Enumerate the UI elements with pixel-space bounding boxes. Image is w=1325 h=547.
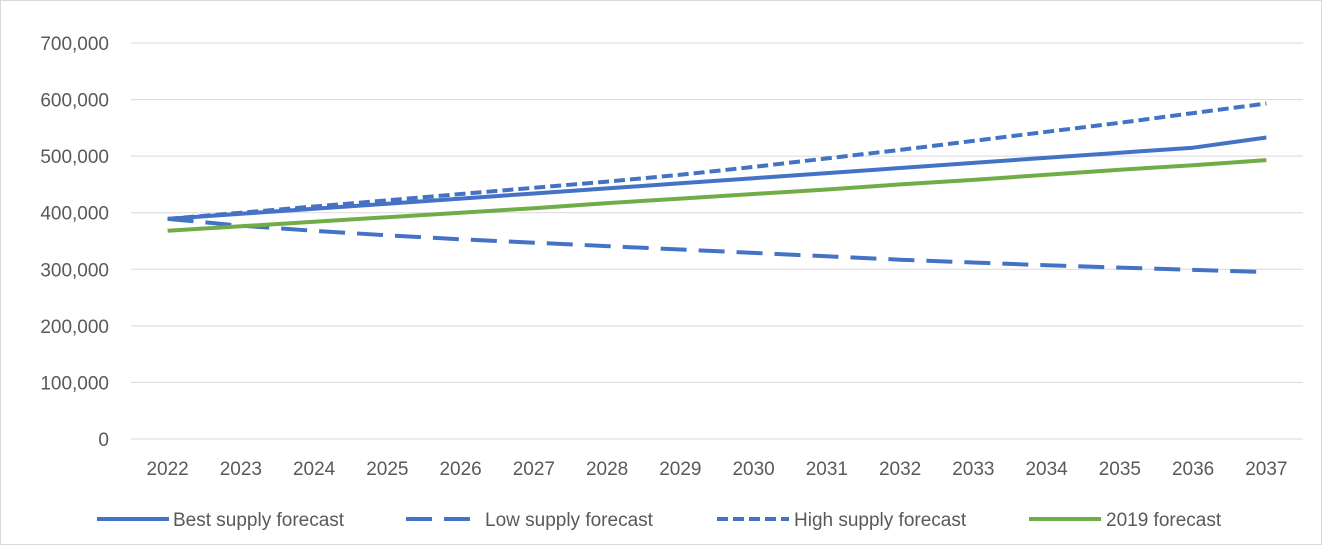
x-tick-label: 2025	[366, 459, 408, 480]
x-tick-label: 2031	[806, 459, 848, 480]
series-line-low-supply-forecast	[167, 216, 1267, 275]
gridlines	[131, 42, 1303, 440]
y-tick-label: 700,000	[40, 34, 109, 55]
x-tick-label: 2034	[1025, 459, 1068, 480]
y-tick-label: 300,000	[40, 260, 109, 281]
y-tick-label: 100,000	[40, 373, 109, 394]
y-tick-label: 400,000	[40, 204, 109, 225]
x-tick-label: 2030	[732, 459, 774, 480]
legend-label: High supply forecast	[794, 510, 967, 531]
x-tick-label: 2029	[659, 459, 701, 480]
x-tick-label: 2035	[1099, 459, 1141, 480]
legend-label: Low supply forecast	[485, 510, 654, 531]
legend-item: High supply forecast	[717, 510, 967, 531]
series-line-high-supply-forecast	[167, 101, 1267, 221]
legend-label: Best supply forecast	[173, 510, 345, 531]
legend: Best supply forecast Low supply forecast H…	[97, 510, 1222, 531]
y-tick-label: 500,000	[40, 147, 109, 168]
legend-item: Best supply forecast	[97, 510, 345, 531]
x-tick-label: 2037	[1245, 459, 1287, 480]
legend-item: 2019 forecast	[1029, 510, 1222, 531]
x-tick-label: 2036	[1172, 459, 1214, 480]
x-tick-label: 2023	[220, 459, 262, 480]
y-tick-label: 600,000	[40, 91, 109, 112]
x-tick-label: 2028	[586, 459, 628, 480]
legend-item: Low supply forecast	[406, 510, 654, 531]
series-lines	[167, 101, 1267, 275]
x-tick-label: 2033	[952, 459, 994, 480]
y-tick-label: 200,000	[40, 317, 109, 338]
x-tick-label: 2026	[439, 459, 481, 480]
x-tick-label: 2027	[513, 459, 555, 480]
y-axis: 0 100,000 200,000 300,000 400,000 500,000 600,…	[40, 34, 109, 451]
series-line-best-supply-forecast	[167, 135, 1267, 221]
x-tick-label: 2024	[293, 459, 336, 480]
series-line-2019-forecast	[167, 158, 1267, 233]
x-tick-label: 2022	[146, 459, 188, 480]
legend-label: 2019 forecast	[1106, 510, 1222, 531]
x-axis: 2022 2023 2024 2025 2026 2027 2028 2029 2030 2031…	[146, 459, 1287, 480]
x-tick-label: 2032	[879, 459, 921, 480]
y-tick-label: 0	[98, 430, 109, 451]
